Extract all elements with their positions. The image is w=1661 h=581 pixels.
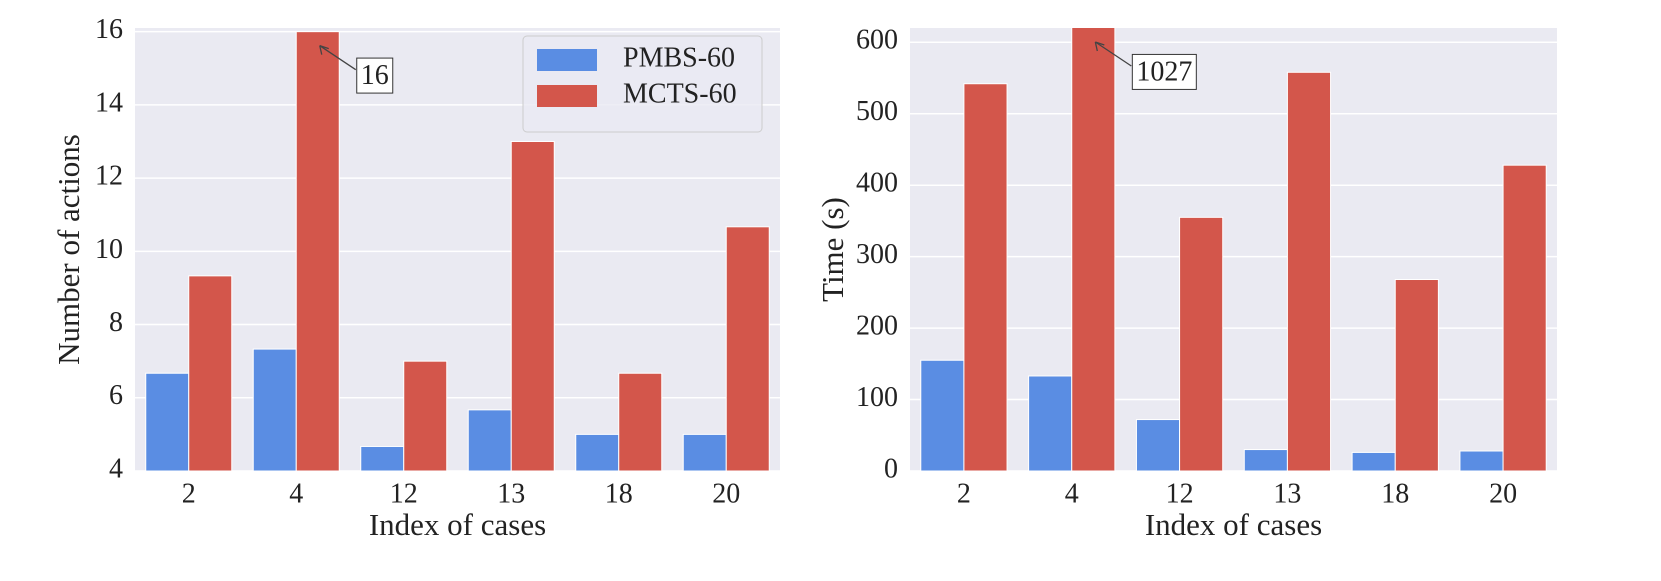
annotation-box — [1131, 53, 1197, 90]
bar — [575, 433, 620, 471]
bar — [1243, 449, 1288, 471]
bar — [618, 372, 663, 471]
legend-label: MCTS-60 — [623, 78, 737, 109]
bar — [1071, 28, 1116, 471]
bar — [1459, 450, 1504, 471]
x-axis-label: Index of cases — [1145, 507, 1322, 542]
y-tick-label: 4 — [109, 453, 123, 484]
y-tick-label: 0 — [884, 453, 898, 484]
bar — [1351, 451, 1396, 471]
bar — [963, 83, 1008, 471]
x-tick-label: 2 — [957, 478, 971, 509]
x-tick-label: 12 — [390, 478, 418, 509]
bars — [145, 31, 770, 471]
y-tick-label: 10 — [95, 234, 123, 265]
bar — [360, 445, 405, 471]
x-tick-label: 12 — [1166, 478, 1194, 509]
bar — [725, 226, 770, 471]
x-tick-label: 20 — [1489, 478, 1517, 509]
y-tick-label: 12 — [95, 161, 123, 192]
y-tick-label: 14 — [95, 87, 123, 118]
legend-swatch — [537, 85, 597, 107]
bar — [920, 359, 965, 471]
annotation-arrow — [1094, 41, 1132, 67]
legend-label: PMBS-60 — [623, 42, 735, 73]
bar — [1286, 71, 1332, 471]
bar — [1502, 164, 1547, 471]
annotation-arrow — [319, 45, 357, 71]
bar — [1394, 279, 1439, 471]
bar — [682, 433, 727, 471]
x-tick-label: 20 — [712, 478, 740, 509]
y-tick-label: 200 — [856, 311, 898, 342]
bars — [920, 28, 1547, 471]
x-axis-label: Index of cases — [369, 507, 546, 542]
y-axis-label: Time (s) — [815, 197, 850, 302]
x-tick-label: 18 — [605, 478, 633, 509]
bar — [1135, 419, 1181, 471]
legend-swatch — [537, 49, 597, 71]
bar — [1028, 375, 1073, 471]
bar — [295, 31, 340, 471]
annotation-arrowhead — [319, 45, 329, 55]
x-tick-label: 13 — [1273, 478, 1301, 509]
x-tick-label: 13 — [497, 478, 525, 509]
annotation: 16 — [361, 60, 389, 91]
bar — [467, 409, 512, 471]
y-axis-label: Number of actions — [51, 134, 86, 365]
bar — [403, 360, 448, 471]
plot-background — [910, 28, 1557, 471]
y-tick-label: 100 — [856, 382, 898, 413]
y-tick-label: 16 — [95, 14, 123, 45]
annotation-arrowhead — [1094, 41, 1105, 52]
bar — [145, 372, 190, 471]
bar — [1179, 216, 1224, 471]
y-tick-label: 600 — [856, 25, 898, 56]
bar — [510, 140, 555, 471]
y-tick-label: 8 — [109, 307, 123, 338]
x-tick-label: 2 — [182, 478, 196, 509]
annotation: 1027 — [1136, 56, 1192, 87]
x-tick-label: 18 — [1381, 478, 1409, 509]
y-tick-label: 6 — [109, 380, 123, 411]
annotation-box — [356, 57, 394, 94]
bar — [252, 348, 297, 471]
y-tick-label: 300 — [856, 239, 898, 270]
x-tick-label: 4 — [289, 478, 303, 509]
y-tick-label: 400 — [856, 168, 898, 199]
bar — [188, 275, 233, 471]
x-tick-label: 4 — [1065, 478, 1079, 509]
y-tick-label: 500 — [856, 96, 898, 127]
